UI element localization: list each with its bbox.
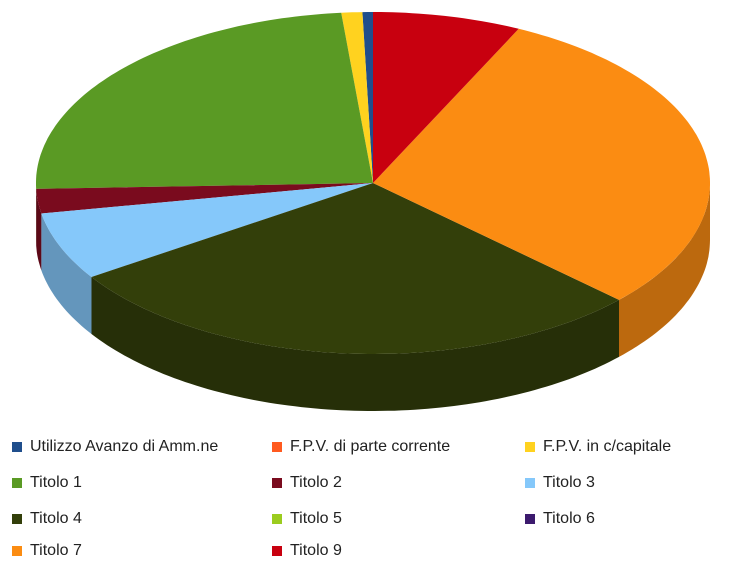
legend-label: Titolo 1	[30, 474, 82, 491]
legend-label: F.P.V. in c/capitale	[543, 438, 671, 455]
legend-label: Titolo 3	[543, 474, 595, 491]
slice	[41, 183, 374, 277]
legend-label: Titolo 2	[290, 474, 342, 491]
legend-swatch	[525, 514, 535, 524]
legend-label: Titolo 9	[290, 542, 342, 559]
legend-swatch	[272, 514, 282, 524]
legend-swatch	[12, 442, 22, 452]
slice-side	[91, 277, 619, 411]
legend-label: Titolo 4	[30, 510, 82, 527]
slice	[373, 28, 710, 300]
legend-label: Titolo 7	[30, 542, 82, 559]
slice	[91, 183, 619, 354]
legend-swatch	[12, 546, 22, 556]
slice	[362, 12, 373, 183]
legend-swatch	[525, 442, 535, 452]
slice	[36, 183, 373, 214]
legend-swatch	[525, 478, 535, 488]
slice	[36, 12, 373, 189]
legend-swatch	[272, 442, 282, 452]
slice	[373, 12, 519, 183]
legend-swatch	[272, 546, 282, 556]
legend-swatch	[12, 514, 22, 524]
legend-label: Titolo 6	[543, 510, 595, 527]
legend-label: Utilizzo Avanzo di Amm.ne	[30, 438, 218, 455]
legend-swatch	[12, 478, 22, 488]
slice	[341, 12, 373, 183]
slice-side	[36, 188, 42, 271]
legend-swatch	[272, 478, 282, 488]
slice-side	[619, 183, 710, 357]
legend-label: F.P.V. di parte corrente	[290, 438, 450, 455]
legend-label: Titolo 5	[290, 510, 342, 527]
slice-side	[41, 213, 92, 334]
